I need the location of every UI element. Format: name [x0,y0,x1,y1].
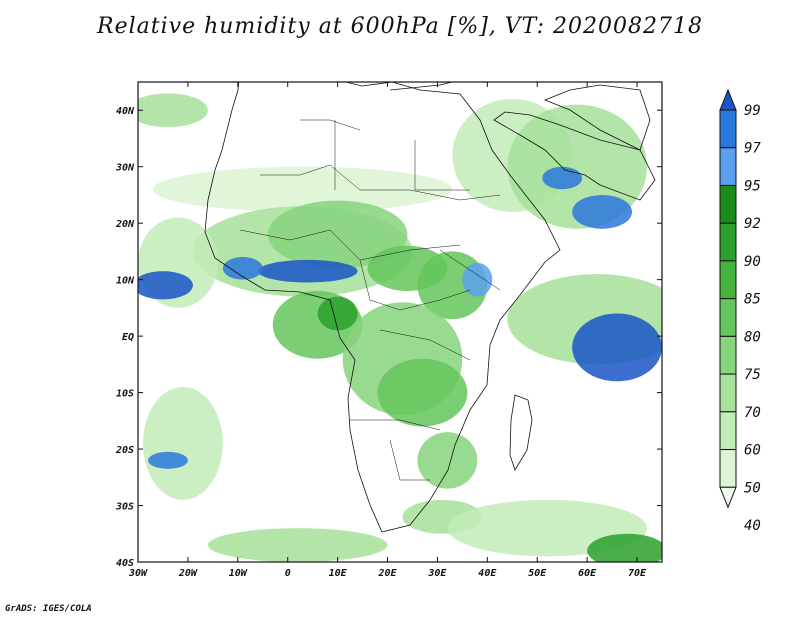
x-tick-label: 0 [285,568,291,579]
colorbar-label: 92 [744,216,761,232]
x-tick-label: 60E [578,568,597,579]
colorbar-label: 85 [744,292,761,308]
colorbar-label: 50 [744,480,761,496]
colorbar-label: 97 [744,141,761,157]
humidity-region [587,533,662,562]
y-tick-label: 30S [115,502,134,513]
colorbar-swatch [719,184,737,224]
colorbar-top-arrow [719,88,737,111]
colorbar-swatch [719,373,737,413]
y-tick-label: 10N [116,276,135,287]
colorbar-swatch [719,260,737,300]
y-tick-label: 20S [115,445,134,456]
x-tick-label: 20W [178,568,198,579]
humidity-field [138,93,662,562]
colorbar-swatch [719,335,737,375]
colorbar-swatch [719,109,737,149]
x-tick-label: 40E [478,568,497,579]
colorbar-swatch [719,222,737,262]
colorbar-label: 99 [744,103,761,119]
grads-credit: GrADS: IGES/COLA [5,604,92,614]
plot-frame [137,81,663,563]
coastlines [204,82,656,533]
colorbar-swatch [719,147,737,186]
y-tick-label: 40N [116,106,135,117]
x-tick-label: 50E [528,568,547,579]
humidity-region [572,194,633,229]
colorbar: 99 97 95 92 90 85 80 75 70 60 50 40 [719,88,761,534]
y-tick-label: 20N [115,219,135,230]
colorbar-label: 80 [744,329,761,345]
humidity-region [462,262,493,297]
x-tick-label: 10E [329,568,348,579]
y-tick-label: 10S [116,389,134,400]
x-tick-label: 10W [229,568,248,579]
colorbar-label: 40 [744,518,761,534]
colorbar-label: 95 [744,178,761,194]
humidity-region [147,451,188,469]
humidity-region [138,93,208,128]
colorbar-label: 70 [744,405,761,421]
colorbar-swatch [719,411,737,451]
x-tick-label: 30W [128,568,148,579]
humidity-region [142,386,223,500]
colorbar-label: 75 [744,367,761,383]
humidity-region [317,296,358,331]
y-tick-label: EQ [122,332,134,343]
colorbar-swatch [719,449,737,488]
x-axis: 30W 20W 10W 0 10E 20E 30E 40E 50E 60E 70E [128,82,647,579]
humidity-region [257,259,358,283]
x-tick-label: 70E [628,568,647,579]
humidity-region [377,358,468,427]
colorbar-bottom-arrow [719,486,737,509]
map-title: Relative humidity at 600hPa [%], VT: 202… [97,14,703,39]
colorbar-label: 60 [744,443,761,459]
y-tick-label: 30N [115,163,135,174]
colorbar-swatch [719,298,737,337]
y-axis: 40N 30N 20N 10N EQ 10S 20S 30S 40S [115,106,662,569]
y-tick-label: 40S [116,558,134,569]
humidity-region [542,166,583,190]
humidity-region [222,257,263,280]
colorbar-label: 90 [744,254,761,270]
humidity-region [267,200,408,269]
humidity-region [138,271,193,300]
x-tick-label: 20E [377,568,397,579]
humidity-region [207,528,388,562]
humidity-region [417,432,478,489]
country-borders [239,119,501,481]
x-tick-label: 30E [427,568,447,579]
humidity-region [572,313,662,382]
humidity-region [152,166,453,212]
